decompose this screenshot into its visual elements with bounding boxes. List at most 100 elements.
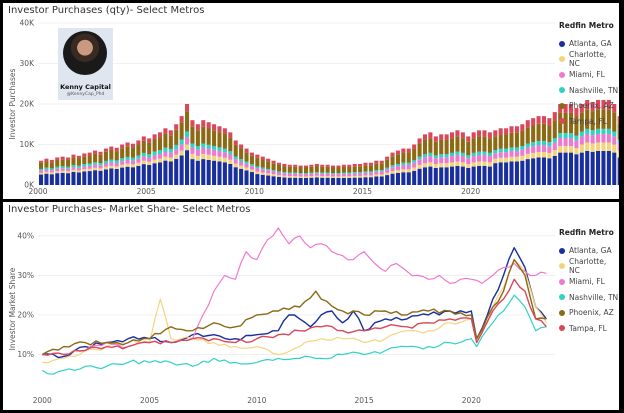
bar-segment — [325, 172, 330, 174]
bar-segment — [125, 142, 130, 147]
bar-segment — [266, 158, 271, 162]
bar-segment — [422, 154, 428, 158]
bar-segment — [596, 142, 601, 151]
bar-segment — [190, 120, 195, 127]
bar-segment — [66, 157, 71, 160]
bar-segment — [141, 164, 146, 185]
bar-segment — [428, 152, 433, 157]
bar-segment — [103, 166, 108, 170]
bar-segment — [520, 124, 525, 131]
bar-segment — [541, 145, 546, 152]
legend-item[interactable]: Atlanta, GA — [559, 36, 619, 52]
bar-segment — [617, 157, 619, 185]
bar-segment — [260, 156, 265, 160]
bar-segment — [617, 139, 619, 144]
bar-segment — [125, 163, 130, 167]
bar-segment — [282, 172, 287, 174]
bar-segment — [260, 174, 265, 185]
bar-segment — [541, 123, 546, 141]
legend-label: Phoenix, AZ — [569, 308, 614, 318]
bar-segment — [536, 140, 541, 146]
bar-segment — [514, 147, 519, 151]
legend-item[interactable]: Phoenix, AZ — [559, 305, 619, 321]
bar-segment — [320, 173, 325, 177]
bar-segment — [120, 161, 125, 165]
bar-segment — [103, 163, 108, 167]
bar-segment — [309, 177, 314, 185]
bar-segment — [395, 166, 400, 171]
legend-item[interactable]: Miami, FL — [559, 67, 619, 83]
bar-segment — [509, 126, 514, 133]
bar-segment — [590, 151, 595, 185]
bar-segment — [585, 150, 590, 185]
bar-segment — [450, 138, 455, 153]
bar-segment — [525, 120, 530, 128]
bar-segment — [487, 132, 492, 139]
legend-item[interactable]: Miami, FL — [559, 274, 619, 290]
bar-segment — [541, 157, 546, 185]
bar-segment — [471, 152, 476, 157]
bar-segment — [352, 163, 357, 167]
bar-segment — [504, 157, 509, 163]
bar-segment — [601, 128, 606, 134]
bar-segment — [282, 175, 287, 178]
bar-segment — [531, 152, 536, 159]
bar-segment — [76, 165, 81, 168]
bar-segment — [60, 159, 65, 167]
bar-segment — [363, 171, 368, 173]
bar-segment — [428, 162, 433, 167]
bar-segment — [487, 166, 492, 185]
bar-segment — [563, 146, 568, 153]
bar-segment — [379, 174, 384, 177]
bar-segment — [352, 177, 357, 185]
bar-segment — [233, 167, 238, 185]
legend-label: Miami, FL — [569, 70, 605, 80]
legend-item[interactable]: Charlotte, NC — [559, 50, 619, 68]
bar-segment — [255, 157, 260, 167]
bar-segment — [331, 176, 336, 179]
bar-segment — [147, 154, 152, 158]
legend-item[interactable]: Atlanta, GA — [559, 243, 619, 259]
legend-marker — [559, 102, 565, 109]
bar-segment — [504, 152, 509, 158]
bar-segment — [152, 134, 157, 139]
legend-item[interactable]: Nashville, TN — [559, 83, 619, 99]
bar-segment — [563, 152, 568, 185]
bar-segment — [168, 152, 173, 158]
bar-segment — [374, 160, 379, 164]
legend-label: Tampa, FL — [569, 116, 607, 126]
bar-segment — [325, 177, 330, 185]
bar-segment — [412, 148, 417, 161]
series-line — [42, 227, 547, 356]
bar-segment — [190, 147, 195, 154]
bar-segment — [417, 164, 422, 169]
legend-item[interactable]: Tampa, FL — [559, 321, 619, 337]
legend-item[interactable]: Charlotte, NC — [559, 257, 619, 275]
bar-segment — [282, 173, 287, 176]
bar-segment — [450, 166, 455, 185]
bar-segment — [477, 130, 482, 137]
legend-item[interactable]: Tampa, FL — [559, 114, 619, 130]
bar-segment — [55, 159, 60, 167]
bar-segment — [444, 154, 449, 158]
legend-item[interactable]: Nashville, TN — [559, 290, 619, 306]
bar-segment — [287, 172, 292, 174]
bar-segment — [422, 139, 428, 155]
bar-segment — [201, 147, 206, 154]
bar-segment — [325, 164, 330, 167]
bar-segment — [190, 126, 195, 144]
bar-segment — [314, 173, 319, 176]
bar-segment — [336, 165, 341, 168]
bar-segment — [244, 163, 249, 168]
bar-segment — [358, 172, 363, 174]
bar-segment — [433, 141, 438, 156]
bar-segment — [60, 168, 65, 171]
bar-segment — [525, 143, 530, 148]
bar-segment — [525, 153, 530, 160]
legend-item[interactable]: Phoenix, AZ — [559, 98, 619, 114]
bar-segment — [87, 163, 92, 166]
bar-segment — [76, 170, 81, 173]
bar-segment — [574, 148, 579, 155]
bar-segment — [260, 169, 265, 173]
